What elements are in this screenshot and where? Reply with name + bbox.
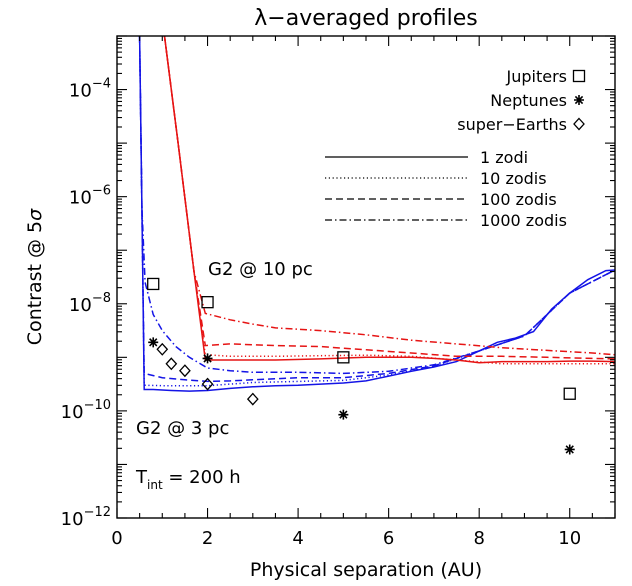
series-line-3pc-1000-zodis [138, 36, 615, 375]
x-tick-label: 0 [111, 528, 122, 549]
legend: Jupiters Neptunes super−Earths 1 zodi 10 zod… [325, 67, 586, 230]
planet-marker-diamond-3 [201, 377, 214, 391]
axis-ticks: 0 2 4 6 8 10 10−12 10−10 10−8 10−6 10−4 [61, 35, 616, 549]
legend-zodi-label: 100 zodis [480, 190, 557, 209]
x-tick-label: 6 [383, 528, 394, 549]
legend-marker-square [572, 69, 586, 83]
planet-marker-asterisk-1 [202, 353, 213, 364]
x-tick-label: 10 [558, 528, 581, 549]
y-tick-label: 10−10 [61, 398, 111, 423]
legend-planet-label: super−Earths [457, 115, 567, 134]
x-axis-title: Physical separation (AU) [250, 559, 482, 581]
y-tick-label: 10−6 [69, 184, 111, 209]
chart-title: λ−averaged profiles [254, 6, 477, 31]
legend-zodi-label: 10 zodis [480, 169, 547, 188]
planet-marker-asterisk-0 [148, 337, 159, 348]
planet-marker-square-0 [147, 277, 160, 291]
tint-main: T [135, 467, 148, 488]
planet-marker-square-2 [337, 351, 350, 364]
tint-value: = 200 h [163, 467, 241, 488]
y-axis-title-sigma: σ [24, 208, 46, 221]
x-tick-label: 8 [473, 528, 484, 549]
planet-marker-square-1 [201, 296, 214, 309]
x-tick-label: 4 [292, 528, 303, 549]
annotation-tint: Tint = 200 h [135, 467, 241, 492]
legend-marker-diamond [573, 117, 585, 131]
y-tick-label: 10−4 [69, 77, 111, 102]
y-axis-title-main: Contrast @ 5 [24, 221, 46, 345]
legend-marker-asterisk [574, 95, 584, 105]
y-tick-label: 10−12 [61, 505, 111, 530]
tint-subscript: int [147, 478, 163, 492]
series-line-3pc-10-zodis [138, 36, 615, 387]
planet-marker-diamond-4 [246, 392, 259, 406]
y-axis-title: Contrast @ 5σ [24, 208, 46, 345]
x-tick-label: 2 [202, 528, 213, 549]
annotation-g2-10pc: G2 @ 10 pc [208, 259, 313, 280]
planet-marker-asterisk-3 [564, 444, 575, 455]
planet-marker-diamond-2 [179, 364, 191, 378]
planet-marker-asterisk-2 [338, 409, 349, 420]
annotation-g2-3pc: G2 @ 3 pc [136, 418, 229, 439]
legend-planet-label: Jupiters [506, 67, 568, 86]
series-layer [138, 36, 615, 392]
legend-zodi-label: 1000 zodis [480, 211, 567, 230]
planet-marker-diamond-1 [165, 357, 178, 371]
planet-marker-square-3 [563, 387, 576, 400]
series-line-3pc-100-zodis [138, 36, 615, 383]
y-tick-label: 10−8 [69, 291, 111, 316]
series-line-10pc-1000-zodis [163, 36, 615, 356]
planet-markers [147, 277, 576, 455]
series-line-10pc-10-zodis [163, 36, 615, 365]
legend-zodi-label: 1 zodi [480, 148, 528, 167]
legend-planet-label: Neptunes [490, 91, 567, 110]
planet-marker-diamond-0 [156, 342, 169, 356]
